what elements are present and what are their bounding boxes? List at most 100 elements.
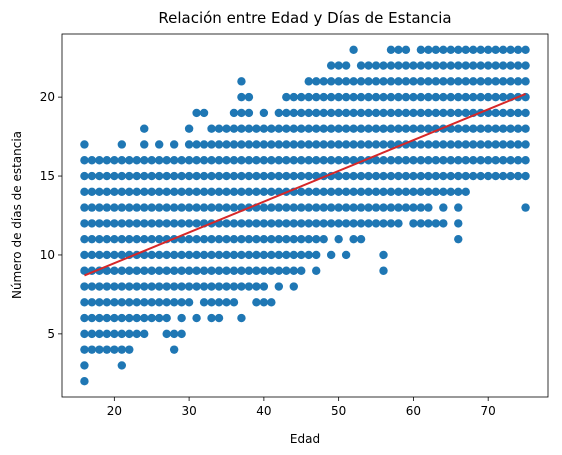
data-point bbox=[416, 77, 426, 86]
data-point bbox=[177, 219, 186, 228]
data-point bbox=[424, 61, 433, 70]
data-point bbox=[334, 108, 343, 118]
data-point bbox=[117, 234, 127, 244]
x-tick-label: 50 bbox=[331, 404, 346, 418]
data-point bbox=[334, 156, 343, 165]
data-point bbox=[491, 140, 500, 149]
data-point bbox=[177, 298, 186, 307]
data-point bbox=[162, 313, 171, 323]
data-point bbox=[312, 77, 321, 86]
data-point bbox=[326, 124, 336, 133]
data-point bbox=[192, 171, 201, 181]
x-axis-label: Edad bbox=[290, 432, 320, 446]
data-point bbox=[394, 187, 403, 197]
data-point bbox=[169, 156, 179, 165]
data-point bbox=[424, 92, 433, 102]
data-point bbox=[252, 171, 261, 181]
data-point bbox=[521, 203, 530, 212]
data-point bbox=[214, 298, 224, 307]
data-point bbox=[498, 108, 508, 118]
data-point bbox=[326, 187, 336, 197]
data-point bbox=[371, 124, 381, 133]
data-point bbox=[110, 345, 119, 354]
data-point bbox=[229, 234, 239, 244]
data-point bbox=[356, 108, 366, 118]
data-point bbox=[162, 156, 171, 165]
data-point bbox=[169, 203, 179, 212]
data-point bbox=[169, 345, 179, 354]
data-point bbox=[274, 250, 284, 260]
data-point bbox=[207, 140, 216, 149]
data-point bbox=[312, 219, 321, 228]
data-point bbox=[289, 282, 298, 291]
data-point bbox=[498, 124, 508, 133]
data-point bbox=[125, 234, 134, 244]
data-point bbox=[416, 108, 426, 118]
data-point bbox=[424, 156, 433, 165]
data-point bbox=[282, 250, 291, 260]
data-point bbox=[95, 329, 104, 339]
data-point bbox=[476, 92, 485, 102]
data-point bbox=[334, 77, 343, 86]
data-point bbox=[401, 45, 411, 54]
data-point bbox=[102, 345, 112, 354]
data-point bbox=[140, 313, 149, 323]
data-point bbox=[274, 266, 284, 275]
data-point bbox=[379, 77, 388, 86]
data-point bbox=[394, 124, 403, 133]
data-point bbox=[177, 313, 186, 323]
data-point bbox=[439, 108, 448, 118]
data-point bbox=[326, 77, 336, 86]
data-point bbox=[289, 171, 298, 181]
data-point bbox=[155, 298, 164, 307]
data-point bbox=[334, 140, 343, 149]
data-point bbox=[87, 156, 97, 165]
data-point bbox=[446, 171, 455, 181]
data-point bbox=[192, 250, 201, 260]
data-point bbox=[513, 108, 523, 118]
x-tick-label: 30 bbox=[181, 404, 196, 418]
data-point bbox=[169, 171, 179, 181]
data-point bbox=[424, 124, 433, 133]
data-point bbox=[394, 92, 403, 102]
data-point bbox=[334, 187, 343, 197]
data-point bbox=[214, 156, 224, 165]
data-point bbox=[229, 219, 239, 228]
data-point bbox=[491, 61, 500, 70]
data-point bbox=[259, 234, 269, 244]
data-point bbox=[394, 77, 403, 86]
data-point bbox=[207, 171, 216, 181]
data-point bbox=[199, 234, 209, 244]
data-point bbox=[483, 92, 493, 102]
data-point bbox=[147, 266, 156, 275]
data-point bbox=[184, 282, 194, 291]
data-point bbox=[364, 77, 373, 86]
data-point bbox=[297, 250, 306, 260]
data-point bbox=[521, 108, 530, 118]
data-point bbox=[364, 203, 373, 212]
data-point bbox=[252, 282, 261, 291]
data-point bbox=[222, 266, 231, 275]
data-point bbox=[394, 61, 403, 70]
data-point bbox=[267, 203, 276, 212]
data-point bbox=[431, 92, 441, 102]
data-point bbox=[491, 156, 500, 165]
data-point bbox=[95, 219, 104, 228]
data-point bbox=[326, 140, 336, 149]
data-point bbox=[177, 187, 186, 197]
data-point bbox=[252, 140, 261, 149]
data-point bbox=[341, 187, 351, 197]
data-point bbox=[319, 77, 328, 86]
data-point bbox=[267, 298, 276, 307]
data-point bbox=[102, 282, 112, 291]
data-point bbox=[439, 45, 448, 54]
data-point bbox=[431, 171, 441, 181]
data-point bbox=[80, 156, 89, 165]
data-point bbox=[125, 171, 134, 181]
data-point bbox=[454, 124, 463, 133]
ticks-layer: 20 30 40 50 60 70 5 10 15 20 bbox=[40, 90, 496, 418]
data-point bbox=[155, 156, 164, 165]
data-point bbox=[110, 234, 119, 244]
data-point bbox=[364, 108, 373, 118]
data-point bbox=[155, 250, 164, 260]
